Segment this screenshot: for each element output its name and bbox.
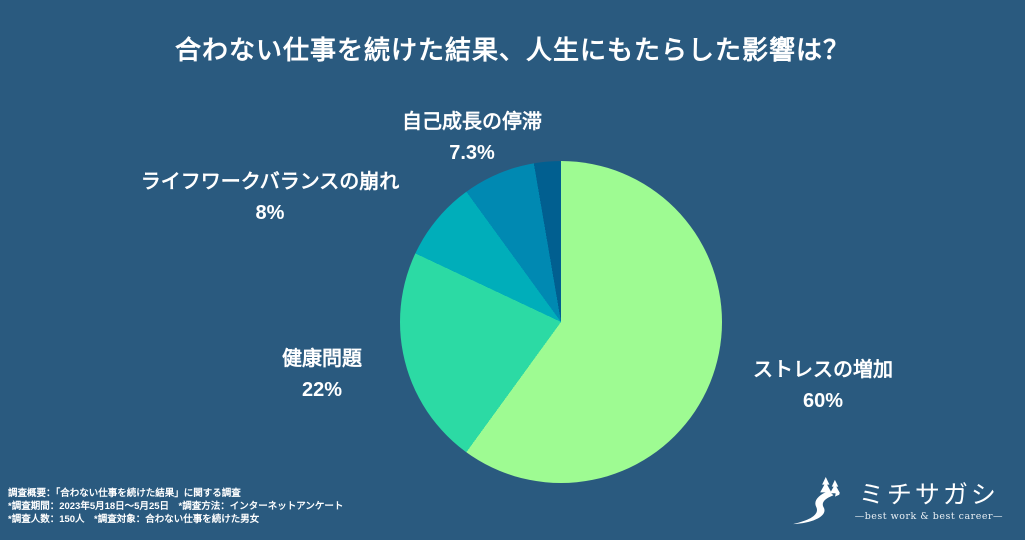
- winding-road-with-trees-icon: [792, 476, 840, 525]
- survey-period-method-line: *調査期間：2023年5月18日～5月25日 *調査方法：インターネットアンケー…: [8, 501, 344, 512]
- segment-label-text: 健康問題: [282, 348, 362, 370]
- pie-chart: [400, 161, 722, 483]
- segment-percent-text: 22%: [301, 379, 343, 401]
- segment-percent-text: 8%: [255, 202, 285, 224]
- segment-label-balance: ライフワークバランスの崩れ 8%: [141, 167, 400, 229]
- segment-label-growth: 自己成長の停滞 7.3%: [402, 107, 542, 169]
- segment-label-stress: ストレスの増加 60%: [753, 355, 893, 417]
- segment-label-text: ライフワークバランスの崩れ: [140, 171, 400, 193]
- logo-tagline: —best work & best career—: [854, 511, 1003, 522]
- logo-brand-name: ミチサガシ: [858, 480, 999, 509]
- survey-overview-line: 調査概要：「合わない仕事を続けた結果」に関する調査: [8, 488, 241, 499]
- chart-title: 合わない仕事を続けた結果、人生にもたらした影響は？: [174, 35, 850, 65]
- brand-logo: ミチサガシ —best work & best career—: [791, 476, 1003, 526]
- segment-label-health: 健康問題 22%: [282, 344, 362, 406]
- segment-percent-text: 7.3%: [449, 142, 495, 164]
- logo-text-block: ミチサガシ —best work & best career—: [855, 480, 1003, 522]
- survey-footnotes: 調査概要：「合わない仕事を続けた結果」に関する調査 *調査期間：2023年5月1…: [8, 487, 343, 526]
- segment-percent-text: 60%: [802, 390, 844, 412]
- segment-label-text: ストレスの増加: [753, 359, 893, 381]
- segment-label-text: 自己成長の停滞: [402, 111, 542, 133]
- survey-sample-target-line: *調査人数：150人 *調査対象：合わない仕事を続けた男女: [8, 514, 260, 525]
